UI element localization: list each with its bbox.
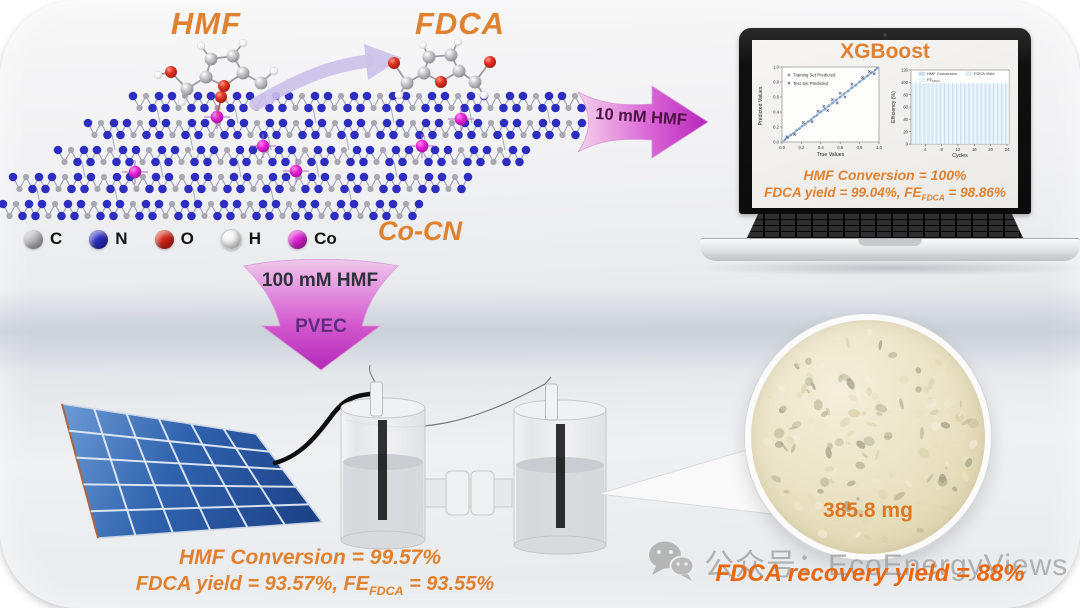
result2-prefix: FDCA yield = 99.04%, FE [764,185,922,200]
model-title: XGBoost [840,40,930,63]
laptop-shadow [690,260,1080,276]
solar-panel [60,403,324,539]
cocn-lattice [0,91,587,221]
svg-text:Cycles: Cycles [952,153,968,159]
atom-legend-item-co: Co [288,229,337,249]
laptop-screen: XGBoost 0.0 0.2 0.4 0.6 0.8 1.0 0.0 0.2 0.4 0.6 0.… [752,40,1018,208]
arrow-pvec-label: PVEC [295,316,347,337]
svg-text:Efficiency (%): Efficiency (%) [891,91,897,123]
pv-line2-subscript: FDCA [369,584,404,598]
atom-symbol: C [50,229,63,248]
svg-text:0.4: 0.4 [818,145,824,150]
h-atom-ball [220,228,242,250]
svg-text:0.6: 0.6 [773,95,779,100]
result2-suffix: = 98.86% [944,185,1006,200]
laptop-keyboard [747,214,1023,238]
pv-result-line2: FDCA yield = 93.57%, FEFDCA = 93.55% [110,573,520,598]
screen-result-line2: FDCA yield = 99.04%, FEFDCA = 98.86% [752,185,1018,203]
arrow-10mm-hmf [577,85,709,159]
wechat-icon [649,541,695,581]
pv-line2-prefix: FDCA yield = 93.57%, FE [135,573,370,595]
cell-anode [340,381,426,550]
svg-text:0.2: 0.2 [798,145,804,150]
reaction-arrow [249,44,402,111]
atom-symbol: Co [314,229,337,248]
svg-text:Test Set Predicted: Test Set Predicted [793,81,828,86]
svg-text:FEFDCA: FEFDCA [927,77,940,83]
atom-legend-item-o: O [154,229,194,249]
svg-text:0.2: 0.2 [773,125,779,130]
svg-text:20: 20 [988,147,993,152]
watermark-text: 公众号：EcoEnergyViews [704,549,1069,582]
atom-legend-item-n: N [89,229,128,249]
fdca-label: FDCA [414,6,506,41]
svg-text:HMF Conversion: HMF Conversion [927,71,957,76]
svg-text:Training Set Predicted: Training Set Predicted [793,73,836,78]
recovery-yield-label: FDCA recovery yield = 88% [715,560,1025,587]
parity-plot: 0.0 0.2 0.4 0.6 0.8 1.0 0.0 0.2 0.4 0.6 0.8 1.0 Trai… [758,65,883,158]
atom-legend-item-h: H [220,228,262,250]
pv-line2-suffix: = 93.55% [403,573,495,595]
laptop-notch [858,239,922,246]
svg-text:Predicted Values: Predicted Values [758,86,764,125]
laptop-base [700,238,1080,261]
molecules [153,37,496,117]
svg-text:20: 20 [903,129,908,134]
arrow-100mm-hmf-label: 100 mM HMF [261,270,379,291]
watermark: 公众号：EcoEnergyViews [648,540,1068,584]
cell-cathode [513,383,607,555]
svg-text:100: 100 [901,80,909,85]
svg-text:40: 40 [903,117,908,122]
arrow-pvec [243,258,399,371]
svg-text:True Values: True Values [817,152,845,158]
atom-legend-item-c: C [24,229,62,249]
n-atom-ball [89,229,109,249]
svg-text:16: 16 [972,147,977,152]
catalyst-label: Co-CN [378,216,462,246]
o-atom-ball [154,229,174,249]
svg-text:8: 8 [940,147,943,152]
atom-symbol: N [115,229,128,248]
svg-text:1.0: 1.0 [876,145,882,150]
svg-text:0.0: 0.0 [779,145,785,150]
laptop: XGBoost 0.0 0.2 0.4 0.6 0.8 1.0 0.0 0.2 0.4 0.6 0.… [690,14,1080,280]
atom-legend: C N O H Co [24,226,337,252]
result2-subscript: FDCA [921,192,945,203]
svg-text:0: 0 [906,142,909,147]
powder-texture [762,328,979,543]
laptop-bezel: XGBoost 0.0 0.2 0.4 0.6 0.8 1.0 0.0 0.2 0.4 0.6 0.… [739,28,1031,214]
svg-text:0.6: 0.6 [837,145,843,150]
svg-text:24: 24 [1005,147,1010,152]
svg-text:0.8: 0.8 [857,145,863,150]
screen-result-line1: HMF Conversion = 100% [803,167,967,183]
c-atom-ball [24,229,43,249]
svg-text:0.8: 0.8 [773,80,779,85]
svg-text:120: 120 [901,68,909,73]
product-mass-label: 385.8 mg [823,499,913,522]
hmf-label: HMF [170,6,242,41]
atom-symbol: O [180,229,194,248]
svg-text:60: 60 [903,105,908,110]
atom-symbol: H [248,229,262,248]
svg-text:0.0: 0.0 [773,140,779,145]
svg-text:FDCA Yield: FDCA Yield [974,71,994,76]
svg-text:80: 80 [903,92,908,97]
pv-result-line1: HMF Conversion = 99.57% [179,546,441,569]
electrolysis-cells [340,381,607,555]
webcam-dot [883,33,887,37]
co-atom-ball [288,229,308,249]
svg-text:1.0: 1.0 [773,65,779,70]
svg-text:4: 4 [924,147,927,152]
svg-text:12: 12 [956,147,961,152]
powder-magnifier [745,314,991,560]
svg-text:0.4: 0.4 [773,110,779,115]
